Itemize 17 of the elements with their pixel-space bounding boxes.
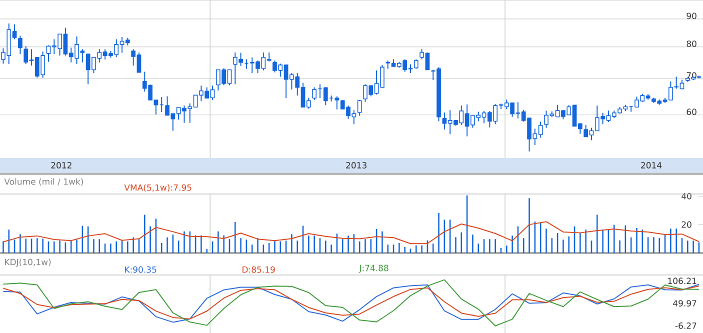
chart-title: Volume (mil / 1wk) [4,178,83,186]
series-label: D:85.19 [242,266,275,273]
x-tick-label: 2012 [51,162,72,168]
text: J:74.88 [358,264,388,273]
y-tick-label: -6.27 [675,322,696,329]
x-tick-label: 2014 [641,162,662,168]
y-tick-label: 60 [686,108,696,116]
text: K:90.35 [125,266,156,273]
y-tick-label: 106.21 [668,278,696,284]
y-tick-label: 90 [686,12,696,20]
chart-title: KDJ(10,1w) [5,258,51,267]
y-tick-label: 80 [686,40,696,48]
text: VMA(5,1w):7.95 [124,184,192,192]
y-tick-label: 20 [682,221,692,228]
y-tick-label: 40 [682,192,692,200]
y-tick-label: 49.97 [673,300,696,307]
x-tick-label: 2013 [346,162,366,168]
